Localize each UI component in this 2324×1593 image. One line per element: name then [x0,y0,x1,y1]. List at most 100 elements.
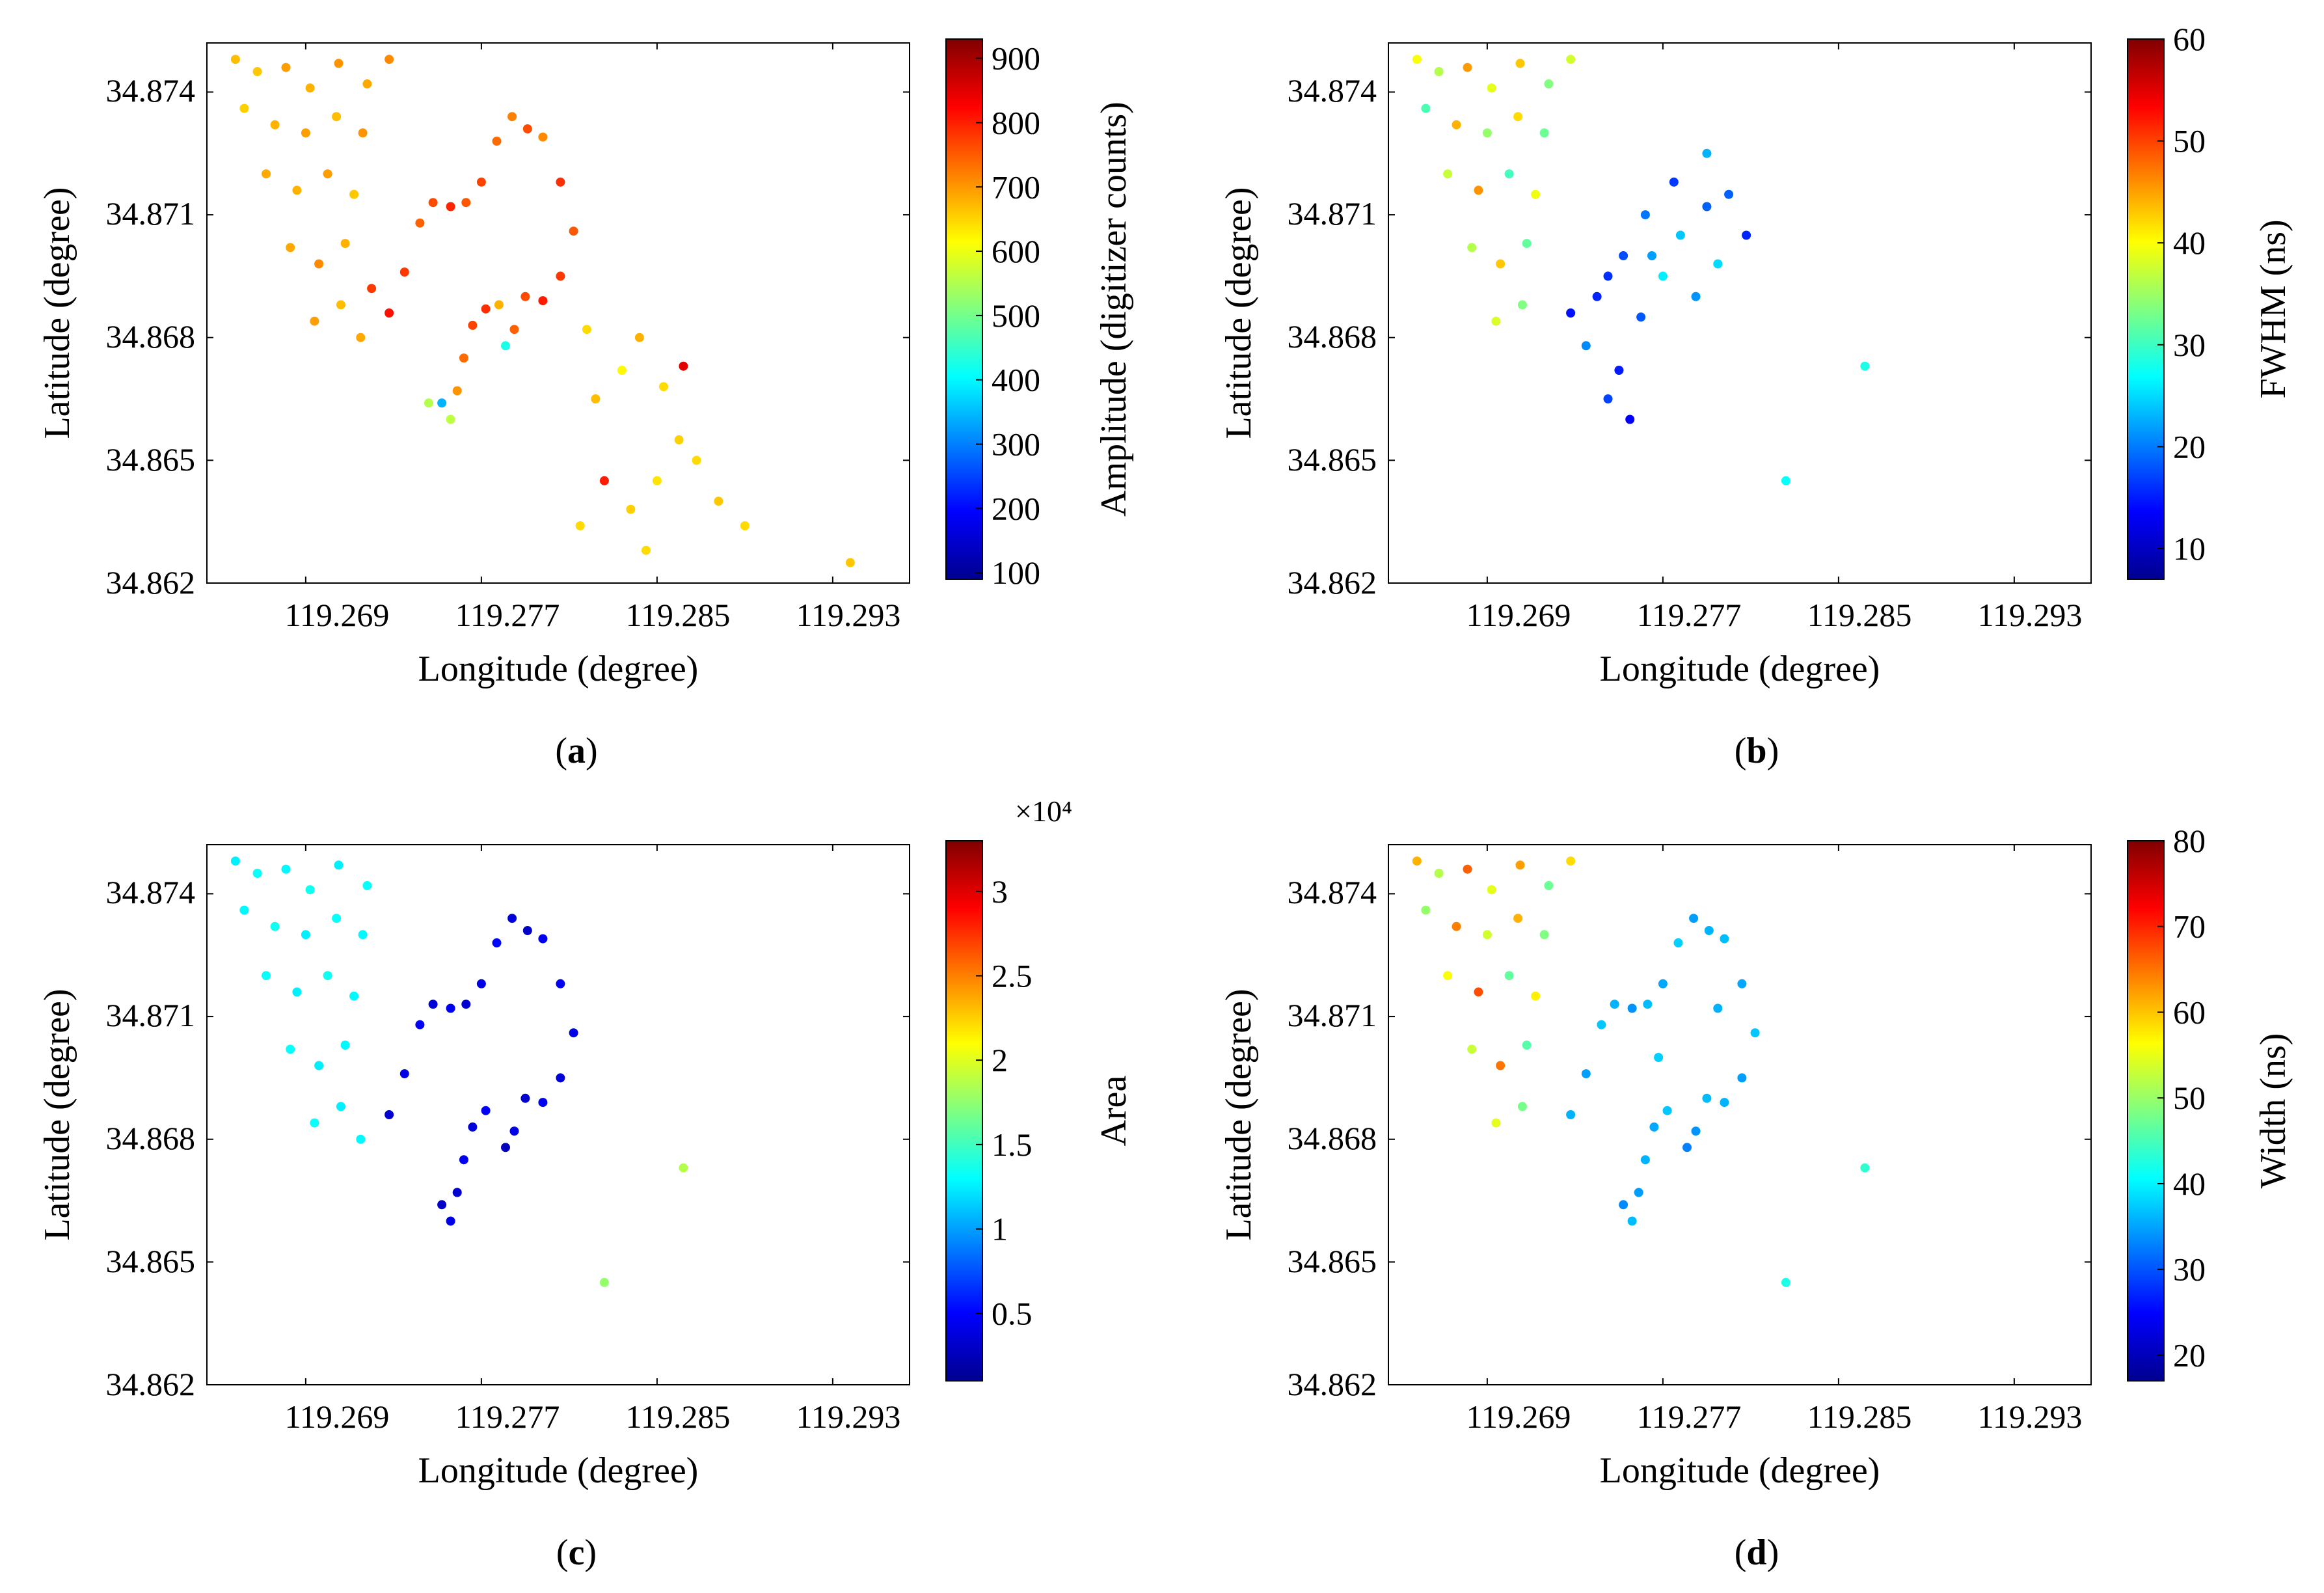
data-point [538,1098,548,1108]
y-axis-title-d: Latitude (degree) [1219,988,1259,1240]
data-point [492,136,502,146]
y-axis-title-c: Latitude (degree) [37,988,77,1240]
data-point [1421,905,1431,915]
data-point [239,103,249,113]
y-tick-label: 34.862 [1288,1366,1377,1402]
data-point [334,860,344,870]
colorbar-tick-label: 100 [992,554,1040,591]
data-point [1517,300,1527,310]
data-point [556,979,565,988]
data-point [1603,394,1613,403]
colorbar-title-d: Width (ns) [2253,1033,2293,1189]
data-point [1737,1073,1747,1083]
data-point [522,926,532,935]
colorbar-tick-label: 900 [992,40,1040,77]
data-point [446,415,455,424]
data-point [1496,259,1506,269]
data-point [481,1106,491,1115]
data-point [262,971,271,981]
data-point [437,1200,447,1210]
x-tick-label: 119.293 [1978,1398,2083,1435]
plot-area-c [206,844,910,1385]
data-point [310,316,319,326]
x-tick-label: 119.277 [455,597,560,633]
data-point [314,259,324,269]
marks-c [207,845,910,1385]
data-point [362,79,372,88]
colorbar-tick-label: 60 [2173,21,2206,57]
data-point [569,1028,578,1038]
panel-c: 34.862 34.865 34.868 34.871 34.874 119.2… [37,795,1134,1573]
y-tick-label: 34.865 [106,1243,196,1279]
data-point [1627,1003,1637,1013]
colorbar-tick-label: 70 [2173,908,2206,945]
x-tick-label: 119.285 [1807,597,1912,633]
y-tick-labels-c: 34.862 34.865 34.868 34.871 34.874 [106,874,196,1402]
colorbar-a [945,38,983,580]
data-point [340,239,350,249]
data-point [323,169,332,179]
data-point [1720,1098,1729,1108]
panel-a: 34.862 34.865 34.868 34.871 34.874 119.2… [37,38,1134,771]
data-point [281,62,291,72]
data-point [740,521,750,530]
colorbar-tick-label: 1.5 [992,1126,1033,1163]
plot-area-b [1388,42,2092,584]
data-point [437,398,447,408]
data-point [446,202,455,211]
data-point [1566,55,1576,64]
data-point [1704,926,1714,935]
y-axis-title-b: Latitude (degree) [1219,187,1259,439]
data-point [1610,1000,1619,1009]
data-point [356,1134,366,1144]
colorbar-ticks-d: 20 30 40 50 60 70 80 [2157,823,2206,1373]
data-point [1487,83,1496,93]
data-point [476,177,486,187]
data-point [292,987,302,997]
x-tick-label: 119.285 [626,1398,731,1435]
x-tick-labels-b: 119.269 119.277 119.285 119.293 [1466,597,2083,633]
data-point [230,55,240,64]
data-point [239,905,249,915]
colorbar-ticks-b: 10 20 30 40 50 60 [2157,21,2206,567]
data-point [652,476,662,485]
data-point [569,226,578,236]
data-point [659,382,668,392]
x-tick-label: 119.269 [1466,1398,1571,1435]
x-tick-label: 119.269 [285,1398,390,1435]
data-point [1781,476,1790,485]
data-point [1482,128,1492,138]
panel-d: 34.862 34.865 34.868 34.871 34.874 119.2… [1219,823,2293,1573]
panel-b: 34.862 34.865 34.868 34.871 34.874 119.2… [1219,21,2293,771]
colorbar-exponent-c: ×10⁴ [1015,795,1072,828]
colorbar-tick-label: 40 [2173,225,2206,261]
data-point [1619,1200,1628,1210]
data-point [314,1061,324,1070]
data-point [509,1126,519,1136]
data-point [428,1000,438,1009]
x-axis-title-d: Longitude (degree) [1600,1450,1880,1491]
data-point [424,398,433,408]
data-point [230,856,240,866]
data-point [1742,230,1751,240]
y-tick-label: 34.862 [106,564,196,601]
data-point [349,189,359,199]
data-point [1597,1020,1606,1029]
data-point [305,83,315,93]
x-axis-title-b: Longitude (degree) [1600,649,1880,689]
data-point [362,880,372,890]
data-point [714,497,723,506]
colorbar-b [2127,38,2165,580]
colorbar-ticks-c: 0.5 1 1.5 2 2.5 3 [976,873,1033,1331]
data-point [305,885,315,895]
data-point [323,971,332,981]
data-point [1581,1069,1591,1079]
y-tick-label: 34.868 [106,318,196,355]
x-tick-label: 119.277 [1637,1398,1742,1435]
data-point [634,333,644,342]
data-point [1491,1118,1501,1128]
panel-label-c: (c) [556,1532,597,1573]
x-tick-label: 119.285 [626,597,731,633]
colorbar-tick-label: 10 [2173,530,2206,567]
colorbar-title-c: Area [1094,1075,1134,1146]
